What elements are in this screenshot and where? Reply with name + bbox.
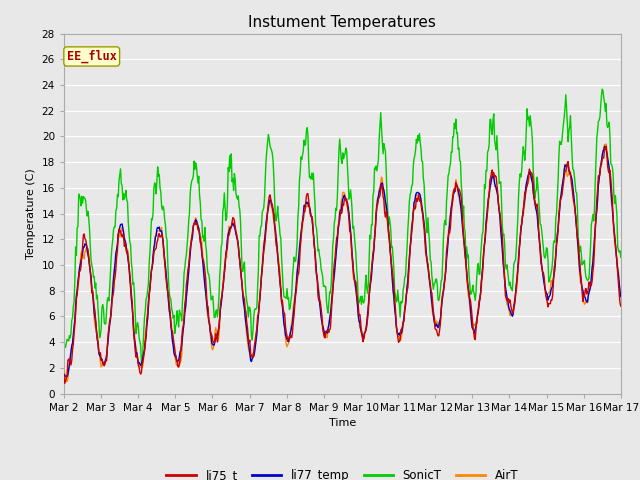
Title: Instument Temperatures: Instument Temperatures	[248, 15, 436, 30]
Legend: li75_t, li77_temp, SonicT, AirT: li75_t, li77_temp, SonicT, AirT	[162, 464, 523, 480]
X-axis label: Time: Time	[329, 418, 356, 428]
Y-axis label: Temperature (C): Temperature (C)	[26, 168, 36, 259]
Text: EE_flux: EE_flux	[67, 50, 116, 63]
